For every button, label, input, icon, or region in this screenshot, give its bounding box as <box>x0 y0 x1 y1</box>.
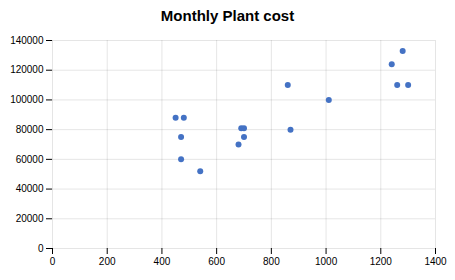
svg-text:800: 800 <box>263 256 280 267</box>
svg-text:120000: 120000 <box>10 64 44 75</box>
svg-text:400: 400 <box>154 256 171 267</box>
svg-text:1000: 1000 <box>315 256 338 267</box>
svg-text:200: 200 <box>99 256 116 267</box>
svg-text:0: 0 <box>38 243 44 254</box>
svg-text:1200: 1200 <box>370 256 393 267</box>
svg-text:20000: 20000 <box>16 213 44 224</box>
svg-text:140000: 140000 <box>10 35 44 46</box>
svg-text:1400: 1400 <box>424 256 447 267</box>
svg-text:0: 0 <box>50 256 56 267</box>
svg-text:40000: 40000 <box>16 183 44 194</box>
svg-text:600: 600 <box>208 256 225 267</box>
svg-text:60000: 60000 <box>16 154 44 165</box>
svg-text:100000: 100000 <box>10 94 44 105</box>
svg-text:80000: 80000 <box>16 124 44 135</box>
html-text:Monthly Plant cost: Monthly Plant cost <box>160 7 295 24</box>
